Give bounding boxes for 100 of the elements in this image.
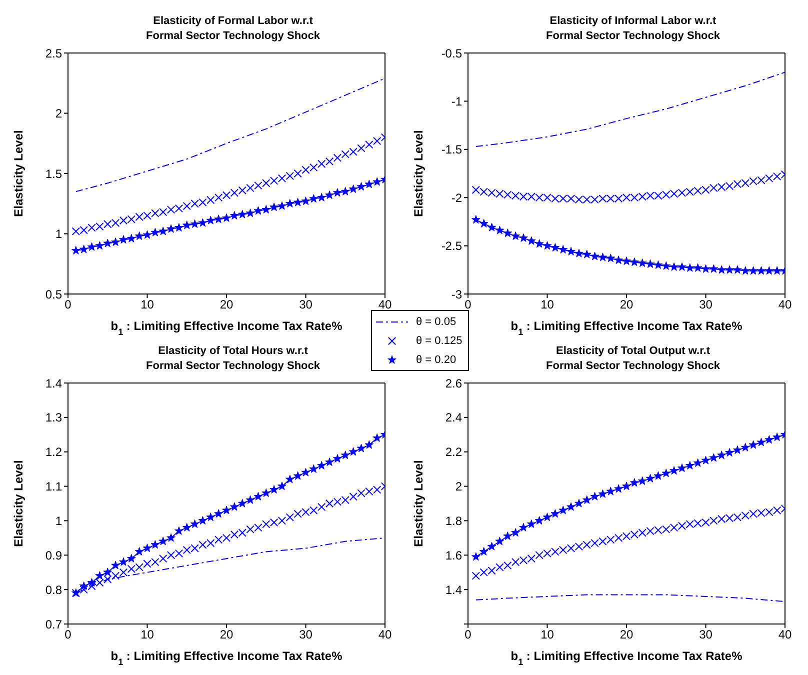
point [348, 184, 358, 193]
point [574, 498, 584, 508]
point [230, 502, 239, 511]
point [356, 444, 366, 452]
point [174, 223, 184, 232]
y-tick-label: 2 [455, 480, 462, 494]
y-axis-title: Elasticity Level [11, 130, 26, 217]
point [270, 202, 278, 212]
point [748, 440, 758, 449]
point [333, 454, 342, 463]
point [519, 522, 528, 532]
point [550, 243, 560, 252]
x-tick-label: 30 [299, 628, 313, 642]
point [526, 236, 536, 245]
point [598, 252, 608, 262]
point [317, 460, 326, 470]
point [764, 266, 774, 275]
x-tick-label: 10 [540, 298, 554, 312]
line-series [475, 594, 785, 602]
line-series [475, 72, 785, 148]
x-tick-label: 0 [464, 628, 472, 642]
point [717, 265, 726, 274]
point [756, 266, 766, 275]
x-tick-label: 20 [620, 298, 634, 312]
y-tick-label: 0.5 [45, 287, 62, 302]
point [606, 254, 616, 262]
chart-title: Elasticity of Formal Labor w.r.t Formal Sector Technology Shock [145, 14, 321, 44]
x-tick-label: 10 [540, 628, 554, 642]
point [190, 219, 200, 228]
point [309, 464, 318, 473]
point [111, 238, 120, 246]
point [606, 486, 616, 496]
y-tick-label: -1 [451, 94, 462, 108]
x-tick-label: 40 [378, 298, 392, 312]
point [198, 516, 208, 525]
point [309, 194, 318, 203]
point [293, 198, 302, 206]
x-tick-label: 20 [220, 298, 234, 312]
x-axis-title: b$_{1}$ : Limiting Effective Income Tax Rate% [510, 319, 743, 337]
point [670, 262, 678, 271]
y-tick-label: 1 [55, 514, 62, 528]
point [495, 536, 504, 546]
x-axis-title: b$_{1}$ : Limiting Effective Income Tax Rate% [110, 649, 343, 667]
point [254, 492, 263, 500]
point [772, 266, 782, 275]
point [182, 220, 192, 230]
point [348, 447, 358, 456]
point [590, 492, 600, 500]
legend-label: θ = 0.20 [416, 354, 456, 366]
point [678, 464, 686, 472]
point [685, 460, 694, 470]
y-tick-label: 1.2 [45, 445, 62, 460]
point [285, 474, 294, 484]
point [733, 445, 742, 454]
y-tick-label: 1.8 [445, 514, 462, 528]
point [340, 450, 350, 460]
point [630, 478, 639, 487]
point [166, 533, 176, 542]
point [678, 262, 686, 271]
point [685, 263, 694, 272]
point [134, 232, 144, 240]
point [79, 244, 88, 254]
y-tick-label: 2.5 [45, 46, 62, 60]
line-series [75, 78, 385, 192]
point [190, 520, 200, 528]
point [333, 188, 342, 197]
point [558, 245, 568, 254]
point [764, 435, 774, 444]
point [479, 218, 488, 228]
point [95, 241, 104, 250]
y-tick-label: 1.1 [45, 480, 62, 494]
point [646, 259, 655, 268]
point [126, 234, 136, 242]
point [566, 502, 576, 511]
y-tick-label: 2.4 [445, 410, 462, 425]
point [246, 495, 255, 504]
x-tick-label: 30 [699, 298, 713, 312]
point [262, 205, 271, 214]
point [670, 466, 678, 475]
point [534, 239, 544, 248]
y-tick-label: 1.4 [445, 582, 462, 597]
x-tick-label: 40 [778, 628, 792, 642]
point [285, 198, 294, 208]
point [534, 516, 544, 525]
point [654, 260, 663, 269]
y-tick-label: -2.5 [441, 239, 462, 254]
point [206, 512, 216, 522]
point [709, 453, 718, 462]
point [119, 235, 128, 244]
point [590, 252, 600, 260]
point [511, 528, 520, 537]
y-tick-label: -3 [451, 287, 462, 302]
x-tick-label: 0 [64, 298, 72, 312]
x-tick-label: 30 [299, 298, 313, 312]
y-axis-title: Elasticity Level [11, 460, 26, 547]
point [614, 484, 624, 493]
point [230, 211, 239, 220]
point [166, 224, 176, 233]
point [495, 226, 504, 234]
point [198, 218, 208, 227]
